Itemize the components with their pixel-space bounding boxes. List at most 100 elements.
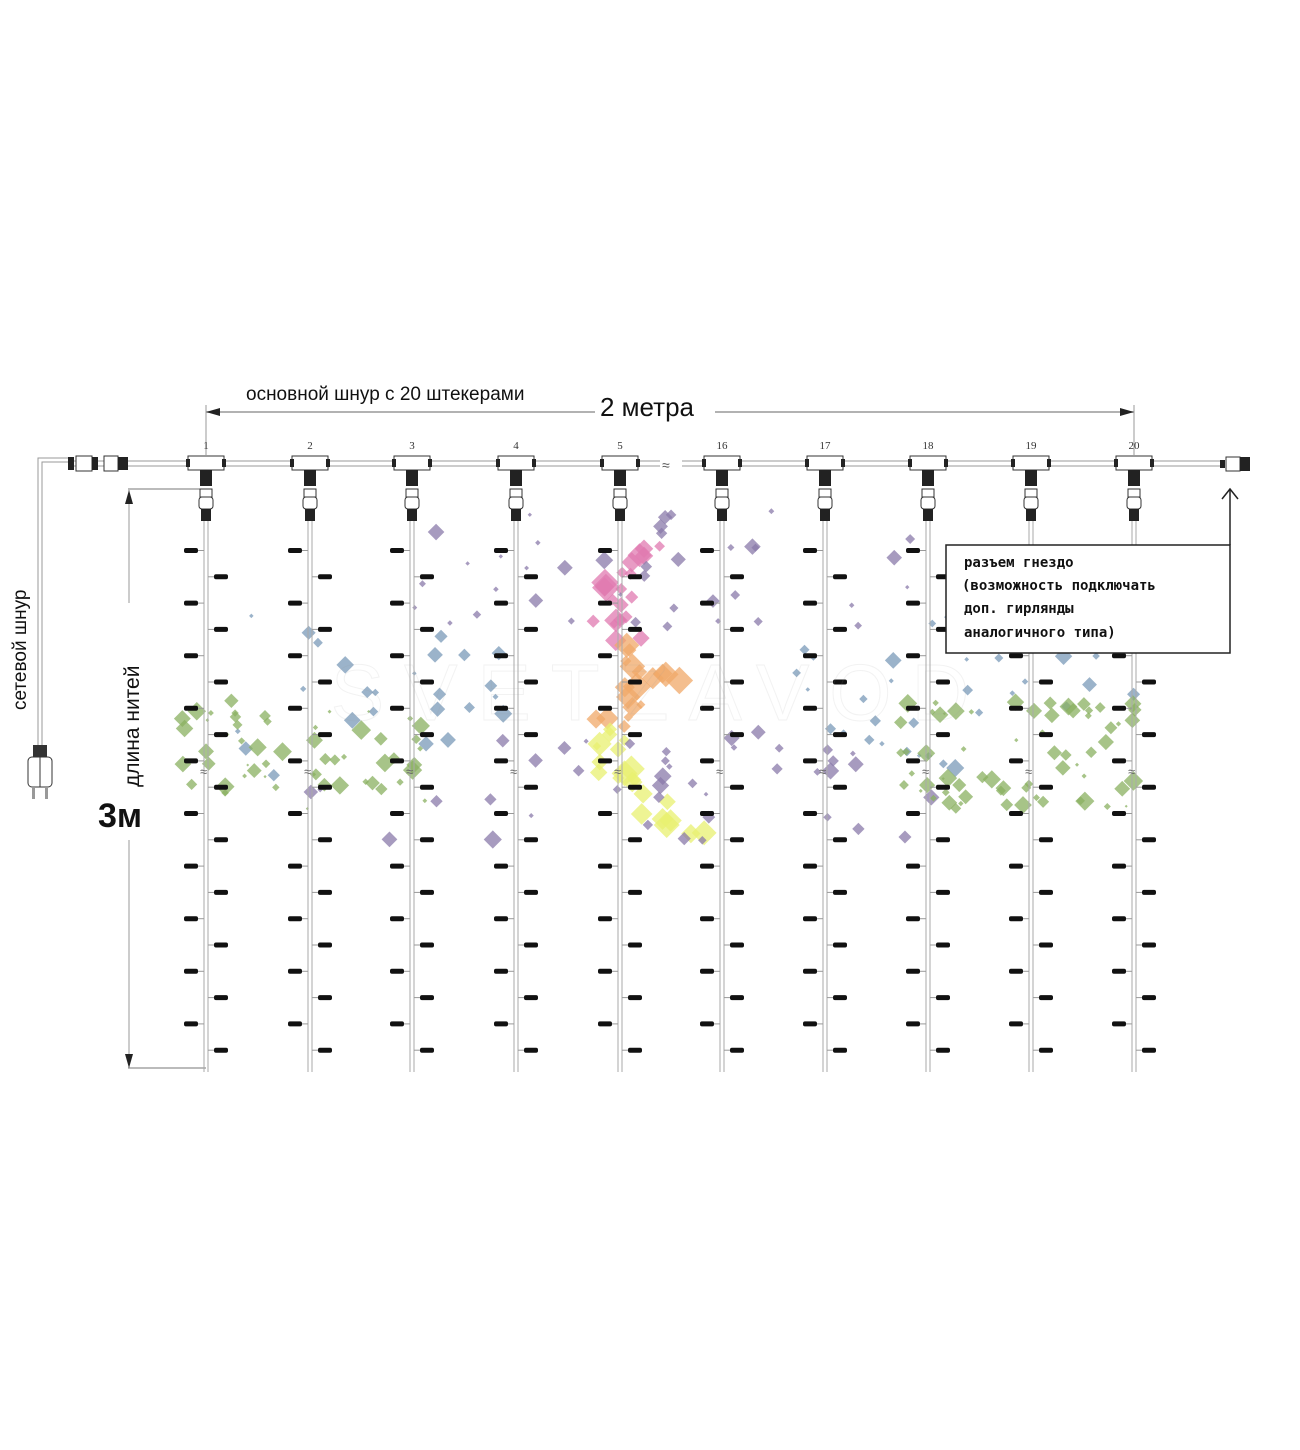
plug-body bbox=[198, 496, 214, 510]
bulb bbox=[1039, 995, 1053, 1001]
sparkle bbox=[929, 794, 937, 802]
bulb bbox=[730, 626, 744, 632]
bulb bbox=[1009, 705, 1023, 711]
connector-end bbox=[1150, 459, 1154, 467]
height-dimension: длина нитей 3м bbox=[98, 488, 206, 1069]
sparkle bbox=[1114, 780, 1131, 797]
decorative-sparkles bbox=[173, 508, 1144, 849]
break-mark-icon: ≈ bbox=[1128, 764, 1135, 779]
bulb bbox=[318, 732, 332, 738]
sparkle bbox=[896, 748, 906, 758]
bulb bbox=[318, 574, 332, 580]
bulb bbox=[184, 705, 198, 711]
bulb bbox=[906, 916, 920, 922]
watermark-logo: SVETZAVOD bbox=[331, 648, 990, 737]
bulb bbox=[803, 968, 817, 974]
sparkle bbox=[430, 795, 443, 808]
bulb bbox=[524, 889, 538, 895]
plug-body bbox=[817, 496, 833, 510]
bulb bbox=[730, 784, 744, 790]
sparkle bbox=[246, 763, 262, 779]
sparkle bbox=[261, 759, 271, 769]
sparkle bbox=[330, 776, 350, 795]
sparkle bbox=[898, 830, 912, 844]
bulb bbox=[1039, 784, 1053, 790]
sparkle bbox=[583, 738, 589, 744]
t-connector bbox=[1115, 455, 1153, 471]
sparkle bbox=[498, 554, 504, 559]
string-number: 19 bbox=[1026, 440, 1038, 452]
break-mark-icon: ≈ bbox=[510, 764, 517, 779]
sparkle bbox=[1084, 712, 1092, 720]
sparkle bbox=[960, 746, 967, 752]
sparkle bbox=[958, 800, 964, 807]
plug-body bbox=[508, 496, 524, 510]
sparkle bbox=[484, 679, 498, 693]
sparkle bbox=[267, 769, 280, 782]
string-number: 3 bbox=[409, 440, 415, 452]
sparkle bbox=[938, 759, 948, 769]
bulb bbox=[524, 679, 538, 685]
sparkle bbox=[205, 718, 210, 722]
bulb bbox=[1112, 863, 1126, 869]
sparkle bbox=[367, 709, 371, 714]
bulb bbox=[494, 916, 508, 922]
end-socket-connector bbox=[1220, 456, 1250, 472]
bulb bbox=[494, 863, 508, 869]
break-mark-icon: ≈ bbox=[819, 764, 826, 779]
sparkle bbox=[958, 789, 974, 805]
light-string: 18 ≈ bbox=[906, 440, 950, 1072]
width-dimension: основной шнур с 20 штекерами 2 метра bbox=[205, 384, 1135, 455]
string-number: 4 bbox=[513, 440, 519, 452]
sparkle bbox=[528, 813, 534, 819]
sparkle bbox=[662, 621, 673, 632]
bulb bbox=[214, 837, 228, 843]
sparkle bbox=[343, 711, 361, 729]
connector-end bbox=[428, 459, 432, 467]
light-string: 16 ≈ bbox=[700, 440, 744, 1072]
bulb bbox=[1039, 889, 1053, 895]
bulb bbox=[1039, 679, 1053, 685]
sparkle bbox=[847, 756, 864, 773]
bulb bbox=[730, 679, 744, 685]
bulb bbox=[288, 916, 302, 922]
sparkle bbox=[373, 731, 388, 746]
connector-end bbox=[326, 459, 330, 467]
bulb bbox=[598, 811, 612, 816]
sparkle bbox=[929, 708, 936, 716]
bulb bbox=[214, 1047, 228, 1053]
bulb bbox=[420, 889, 434, 895]
t-connector bbox=[497, 455, 535, 471]
sparkle bbox=[848, 602, 855, 608]
t-connector bbox=[291, 455, 329, 471]
bulb bbox=[833, 679, 847, 685]
sparkle bbox=[1043, 696, 1057, 710]
arrow-up-icon bbox=[125, 490, 133, 504]
bulb bbox=[833, 889, 847, 895]
bulb bbox=[524, 784, 538, 790]
connector-end bbox=[738, 459, 742, 467]
sparkle bbox=[774, 743, 784, 753]
bulb bbox=[420, 837, 434, 843]
connector-end bbox=[1011, 459, 1015, 467]
sparkle bbox=[528, 753, 543, 768]
bulb bbox=[318, 1047, 332, 1053]
arrow-left-icon bbox=[206, 408, 220, 416]
bulb bbox=[494, 653, 508, 659]
connector-end bbox=[1114, 459, 1118, 467]
bulb bbox=[214, 574, 228, 580]
bulb bbox=[318, 837, 332, 843]
power-plug-icon bbox=[27, 745, 53, 799]
bulb bbox=[1142, 1047, 1156, 1053]
sparkle bbox=[636, 700, 646, 710]
sparkle bbox=[272, 783, 280, 792]
plug-body bbox=[404, 496, 420, 510]
bulb bbox=[1112, 653, 1126, 659]
connector-stem bbox=[406, 470, 418, 486]
sparkle bbox=[427, 646, 443, 663]
sparkle bbox=[942, 712, 946, 716]
bulb bbox=[288, 1021, 302, 1027]
bulb bbox=[700, 548, 714, 553]
bulb bbox=[420, 626, 434, 632]
bulb bbox=[833, 784, 847, 790]
